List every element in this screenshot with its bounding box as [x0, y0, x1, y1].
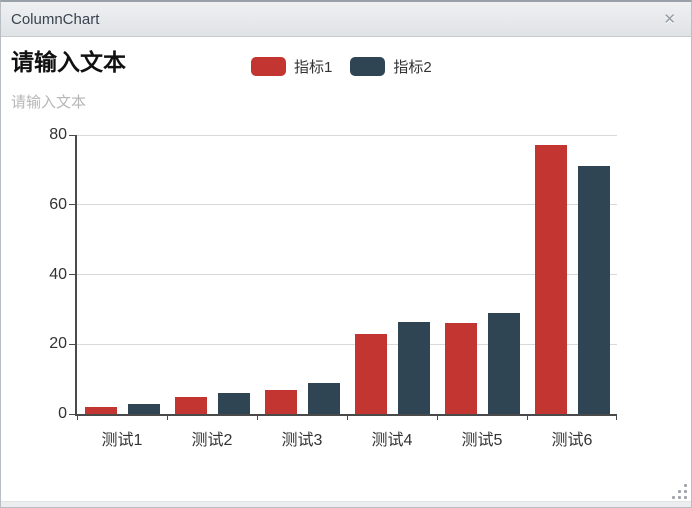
y-axis-label: 40	[49, 265, 67, 283]
legend-label: 指标2	[393, 59, 432, 76]
x-axis-tick	[257, 414, 258, 420]
x-axis-tick	[527, 414, 528, 420]
y-gridline	[77, 204, 617, 206]
chart-subtitle[interactable]: 请输入文本	[11, 94, 87, 111]
x-axis-label: 测试5	[461, 432, 503, 449]
y-gridline	[77, 274, 617, 275]
x-axis-label: 测试4	[371, 432, 413, 449]
legend-item-指标2[interactable]: 指标2	[350, 56, 432, 77]
y-axis-label: 80	[49, 126, 67, 143]
bar-指标1-测试2[interactable]	[174, 396, 207, 414]
legend-label: 指标1	[294, 59, 333, 76]
bar-指标1-测试4[interactable]	[354, 333, 387, 414]
bar-指标1-测试5[interactable]	[444, 323, 477, 414]
y-axis-tick	[69, 413, 75, 415]
legend-swatch-icon	[251, 57, 286, 76]
grip-dot	[683, 483, 687, 487]
grip-dot	[677, 489, 681, 493]
bar-指标2-测试5[interactable]	[487, 312, 520, 414]
bar-指标2-测试1[interactable]	[127, 403, 160, 414]
bar-指标2-测试4[interactable]	[397, 321, 430, 414]
window-title: ColumnChart	[11, 10, 100, 28]
grip-dot	[683, 495, 687, 499]
x-axis-tick	[167, 414, 168, 420]
x-axis-label: 测试1	[101, 432, 143, 449]
bar-指标2-测试3[interactable]	[307, 382, 340, 414]
bar-指标2-测试6[interactable]	[577, 166, 610, 414]
window-titlebar[interactable]: ColumnChart ✕	[1, 2, 691, 37]
resize-grip-icon[interactable]	[670, 482, 688, 500]
x-axis-tick	[437, 414, 438, 420]
y-axis-tick	[69, 135, 75, 136]
bar-指标2-测试2[interactable]	[217, 393, 250, 414]
x-axis-label: 测试6	[551, 432, 593, 449]
bar-指标1-测试1[interactable]	[84, 407, 117, 414]
x-axis-tick	[347, 414, 348, 420]
legend: 指标1 指标2	[251, 56, 450, 77]
x-axis-label: 测试2	[191, 432, 233, 449]
bar-指标1-测试6[interactable]	[534, 145, 567, 414]
x-axis-tick	[77, 414, 78, 420]
y-axis-tick	[69, 274, 75, 275]
y-axis-label: 20	[49, 335, 67, 353]
x-axis-tick	[616, 414, 617, 420]
plot-area: 0 20 40 60 80 测试1 测试2 测试3 测试4 测试5 测试6	[49, 126, 617, 449]
grip-dot	[683, 489, 687, 493]
y-gridline	[77, 343, 617, 345]
legend-swatch-icon	[350, 57, 386, 76]
grip-dot	[671, 495, 675, 499]
x-axis-label: 测试3	[281, 432, 323, 449]
y-axis-label: 60	[49, 195, 67, 213]
y-gridline	[77, 135, 617, 136]
y-axis-tick	[69, 343, 75, 345]
window-bottom-edge	[1, 501, 691, 507]
chart-title[interactable]: 请输入文本	[11, 49, 126, 75]
y-axis-label: 0	[58, 405, 67, 422]
grip-dot	[677, 495, 681, 499]
close-icon[interactable]: ✕	[663, 11, 676, 28]
bar-指标1-测试3[interactable]	[264, 389, 297, 414]
y-axis-tick	[69, 204, 75, 206]
legend-item-指标1[interactable]: 指标1	[251, 56, 332, 77]
